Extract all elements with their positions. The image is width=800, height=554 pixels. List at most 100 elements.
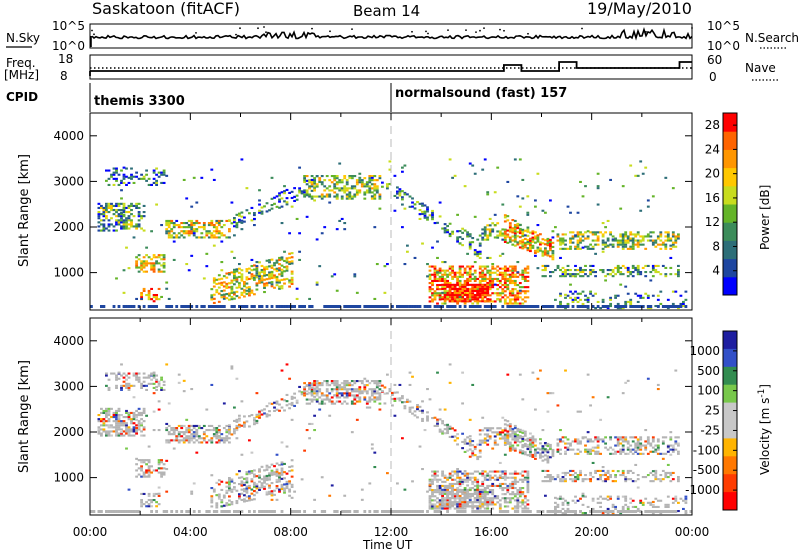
- power-cell: [403, 193, 407, 196]
- power-cell: [606, 269, 610, 272]
- power-cell: [120, 225, 123, 228]
- vel-cell: [275, 485, 279, 488]
- power-cell: [150, 268, 154, 271]
- power-cell: [493, 213, 497, 216]
- power-cell: [461, 275, 465, 278]
- vel-cell: [629, 448, 633, 451]
- power-cell: [167, 232, 171, 235]
- power-cell: [631, 247, 635, 250]
- power-cell: [476, 285, 480, 288]
- power-cell: [461, 231, 465, 234]
- vel-cell: [127, 428, 131, 431]
- vel-cell: [340, 386, 344, 389]
- vel-cell: [220, 488, 224, 491]
- vel-cell: [488, 491, 492, 494]
- power-cell: [564, 296, 567, 299]
- power-cell: [664, 176, 668, 179]
- power-cell: [150, 262, 154, 265]
- vel-cell: [566, 446, 570, 449]
- power-cell: [285, 259, 289, 262]
- vel-cell: [340, 394, 344, 397]
- vel-cell: [162, 463, 166, 466]
- vel-cell: [471, 505, 475, 508]
- vel-cell: [486, 478, 490, 481]
- vel-cell: [413, 414, 417, 417]
- power-cell: [187, 219, 191, 222]
- power-cell: [260, 277, 264, 280]
- power-cell: [137, 215, 141, 218]
- power-cell: [631, 241, 635, 244]
- power-cell: [130, 177, 133, 180]
- power-baseline-cell: [132, 305, 136, 308]
- vel-cell: [483, 427, 487, 430]
- power-cell: [228, 228, 231, 231]
- vel-cell: [529, 440, 532, 443]
- power-cell: [105, 217, 108, 220]
- power-cell: [486, 283, 490, 286]
- power-cell: [280, 287, 284, 290]
- power-cell: [167, 226, 171, 229]
- vel-cell: [105, 434, 108, 437]
- vel-cell: [483, 437, 487, 440]
- power-baseline-cell: [150, 305, 154, 308]
- vel-cell: [100, 407, 103, 410]
- vel-cell: [589, 438, 593, 441]
- vel-cell: [534, 452, 537, 455]
- power-cell: [220, 290, 224, 293]
- vel-cell: [431, 478, 434, 481]
- vel-cell: [265, 474, 269, 477]
- vel-cell: [217, 441, 221, 444]
- power-cell: [481, 275, 485, 278]
- vel-cell: [230, 367, 234, 370]
- power-cell: [621, 241, 625, 244]
- power-cell: [503, 302, 507, 305]
- power-cell: [388, 160, 392, 163]
- vel-cell: [483, 476, 487, 479]
- power-cell: [498, 230, 502, 233]
- power-cell: [483, 158, 487, 161]
- power-cell: [508, 292, 512, 295]
- vel-cell: [594, 469, 598, 472]
- vel-cell: [486, 429, 490, 432]
- vel-cell: [503, 419, 507, 422]
- power-baseline-cell: [441, 305, 445, 308]
- vel-cell: [258, 480, 261, 483]
- vel-cell: [125, 447, 128, 450]
- power-cell: [508, 290, 512, 293]
- vel-cell: [549, 474, 552, 477]
- power-cell: [491, 279, 495, 282]
- vel-cell: [147, 503, 151, 506]
- power-cell: [516, 302, 520, 305]
- vel-cell: [350, 388, 354, 391]
- vel-cell: [303, 388, 307, 391]
- power-cell: [152, 169, 156, 172]
- vel-cell: [112, 414, 116, 417]
- power-cell: [596, 235, 600, 238]
- vel-cell: [501, 482, 505, 485]
- power-cell: [235, 213, 239, 216]
- vel-cell: [503, 439, 507, 442]
- vel-cell: [511, 428, 515, 431]
- vel-cell: [255, 485, 259, 488]
- power-cell: [493, 271, 497, 274]
- vel-cell: [323, 398, 327, 401]
- vel-cell: [132, 428, 136, 431]
- vel-cell: [639, 442, 643, 445]
- power-cell: [491, 284, 495, 287]
- power-cell: [453, 273, 457, 276]
- power-cell: [471, 294, 475, 297]
- power-cell: [483, 277, 487, 280]
- power-cell: [160, 254, 164, 257]
- vel-cell: [105, 374, 108, 377]
- vel-cell: [102, 418, 106, 421]
- vel-cell: [182, 390, 186, 393]
- vel-cell: [135, 418, 139, 421]
- power-cell: [473, 296, 477, 299]
- vel-cell: [105, 372, 108, 375]
- power-cell: [358, 191, 362, 194]
- power-cell: [596, 237, 600, 240]
- power-baseline-cell: [187, 305, 191, 308]
- power-baseline-cell: [453, 305, 457, 308]
- vel-cell: [566, 471, 570, 474]
- power-cell: [516, 195, 520, 198]
